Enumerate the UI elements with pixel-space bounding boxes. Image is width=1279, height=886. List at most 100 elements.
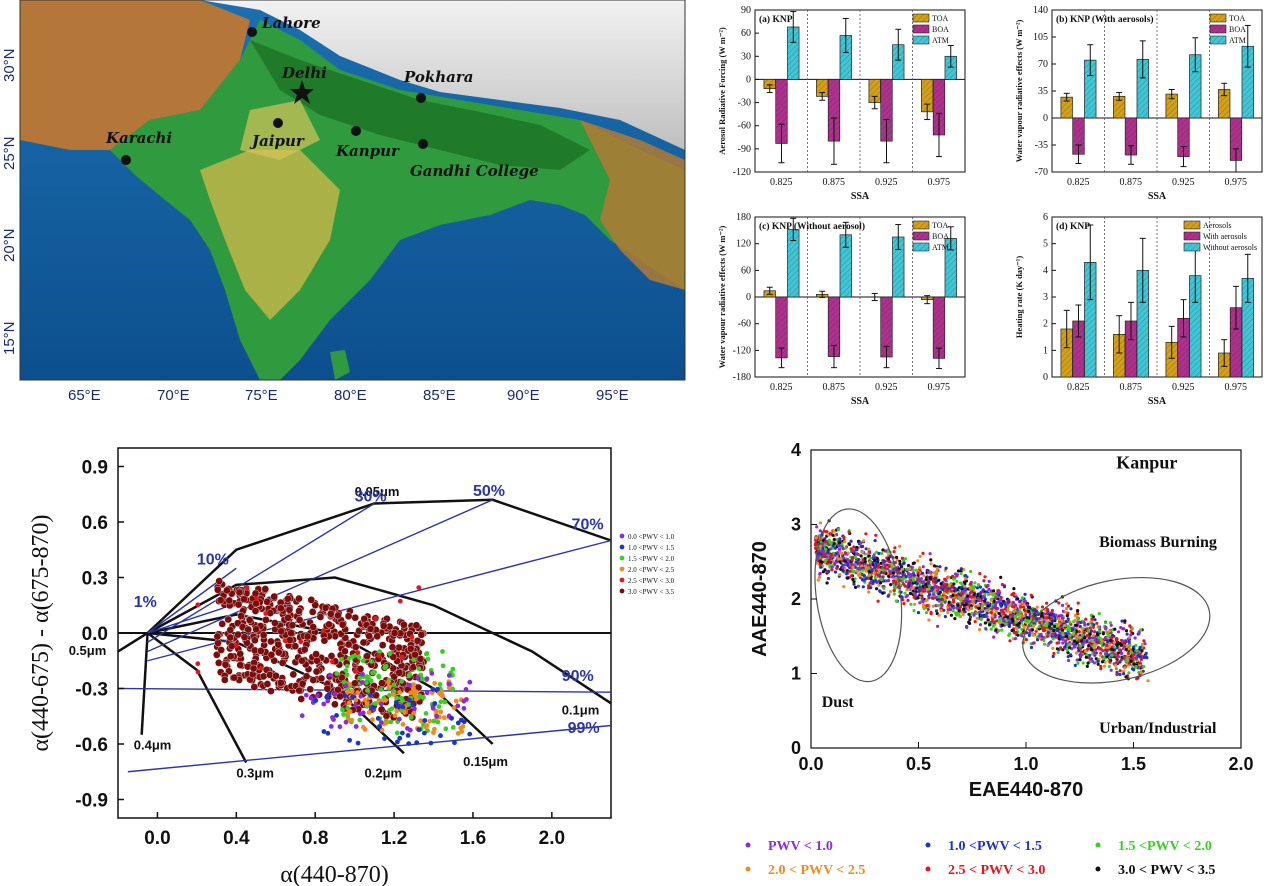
scatter-point [314,693,320,698]
scatter-point [411,650,419,659]
scatter-point [1008,603,1012,607]
scatter-point [870,569,874,573]
scatter-point [849,574,854,578]
scatter-point [881,568,885,572]
bar-chart-panel: -180 -120 -60 0 60 120 180 0.825 0.875 0.925 0.975… [717,212,966,407]
scatter-point [334,713,339,718]
scatter-point [932,571,936,575]
scatter-point [1093,630,1097,634]
gangetic-plain [250,40,590,170]
scatter-point [1125,632,1129,636]
scatter-point [1115,643,1119,647]
scatter-point [230,673,238,682]
scatter-point [1115,672,1119,677]
scatter-point [245,616,254,624]
scatter-point [911,586,915,590]
y-tick-label: -0.9 [75,791,108,812]
scatter-point [251,589,260,598]
scatter-point [362,727,368,732]
scatter-point [1135,649,1139,653]
legend-label: ATM [932,36,949,45]
y-tick-label: 0 [791,738,801,758]
scatter-point [1063,645,1067,649]
scatter-point [921,551,925,555]
scatter-point [985,608,989,613]
scatter-points [195,577,473,746]
fraction-line [147,502,375,643]
legend-label: TOA [1229,14,1246,23]
scatter-point [916,571,920,575]
scatter-point [826,550,830,554]
bar-hatch [1165,342,1178,377]
scatter-point [410,702,416,707]
scatter-point [977,606,981,611]
scatter-point [1103,637,1107,641]
legend-label: Without aerosols [1203,243,1257,252]
scatter-point [442,699,448,705]
legend-label: Aerosols [1203,221,1231,230]
scatter-point [467,731,473,737]
scatter-point [831,533,835,537]
scatter-point [350,694,355,700]
legend-label: 1.0 <PWV < 1.5 [948,839,1042,854]
scatter-point [1060,619,1064,623]
scatter-point [873,558,877,562]
scatter-point [434,713,440,719]
scatter-point [1094,643,1098,647]
scatter-point [409,634,415,640]
scatter-point [1014,615,1018,619]
scatter-point [295,686,304,695]
dust-ellipse [814,508,903,683]
scatter-point [954,593,959,597]
y-tick-label: 35 [1038,86,1048,97]
x-axis-label: α(440-870) [280,862,389,886]
scatter-point [359,638,368,647]
scatter-point [312,650,320,658]
bar-hatch [944,56,957,80]
scatter-point [1008,621,1012,625]
scatter-point [964,579,968,583]
scatter-point [376,653,382,659]
scatter-point [827,558,831,562]
scatter-point [854,552,859,556]
scatter-point [1121,641,1125,645]
scatter-point [827,569,831,573]
scatter-point [343,683,349,689]
bar-hatch [828,79,840,142]
scatter-point [400,704,406,710]
scatter-point [321,603,330,612]
scatter-point [453,698,459,704]
scatter-point [1096,638,1101,642]
scatter-point [861,585,865,589]
fraction-label: 50% [473,483,505,500]
scatter-point [287,629,295,637]
scatter-point [888,569,892,573]
scatter-point [1052,628,1056,633]
scatter-point [458,717,464,723]
scatter-point [394,730,400,736]
scatter-point [1066,624,1070,628]
scatter-point [859,544,864,549]
scatter-point [962,589,966,593]
scatter-point [378,641,387,649]
panel-title: (d) KNP [1056,221,1090,232]
y-tick-label: 5 [1043,239,1048,250]
scatter-point [1024,638,1028,642]
scatter-point [1091,652,1095,656]
bar-chart-panel: -70 -35 0 35 70 105 140 0.825 0.875 0.925 0.975 SSA… [1014,5,1263,202]
scatter-point [397,735,403,741]
scatter-point [1004,622,1008,626]
legend-marker [745,842,751,848]
legend-marker [619,588,625,594]
city-marker-pokhara [416,93,426,103]
scatter-point [863,560,867,564]
scatter-point [395,668,404,677]
scatter-point [1057,601,1061,605]
scatter-point [336,692,344,701]
scatter-point [963,610,967,614]
scatter-point [999,598,1003,602]
bar-hatch [1072,321,1085,377]
scatter-point [1035,605,1039,609]
bar-hatch [787,229,800,297]
scatter-point [887,579,891,583]
